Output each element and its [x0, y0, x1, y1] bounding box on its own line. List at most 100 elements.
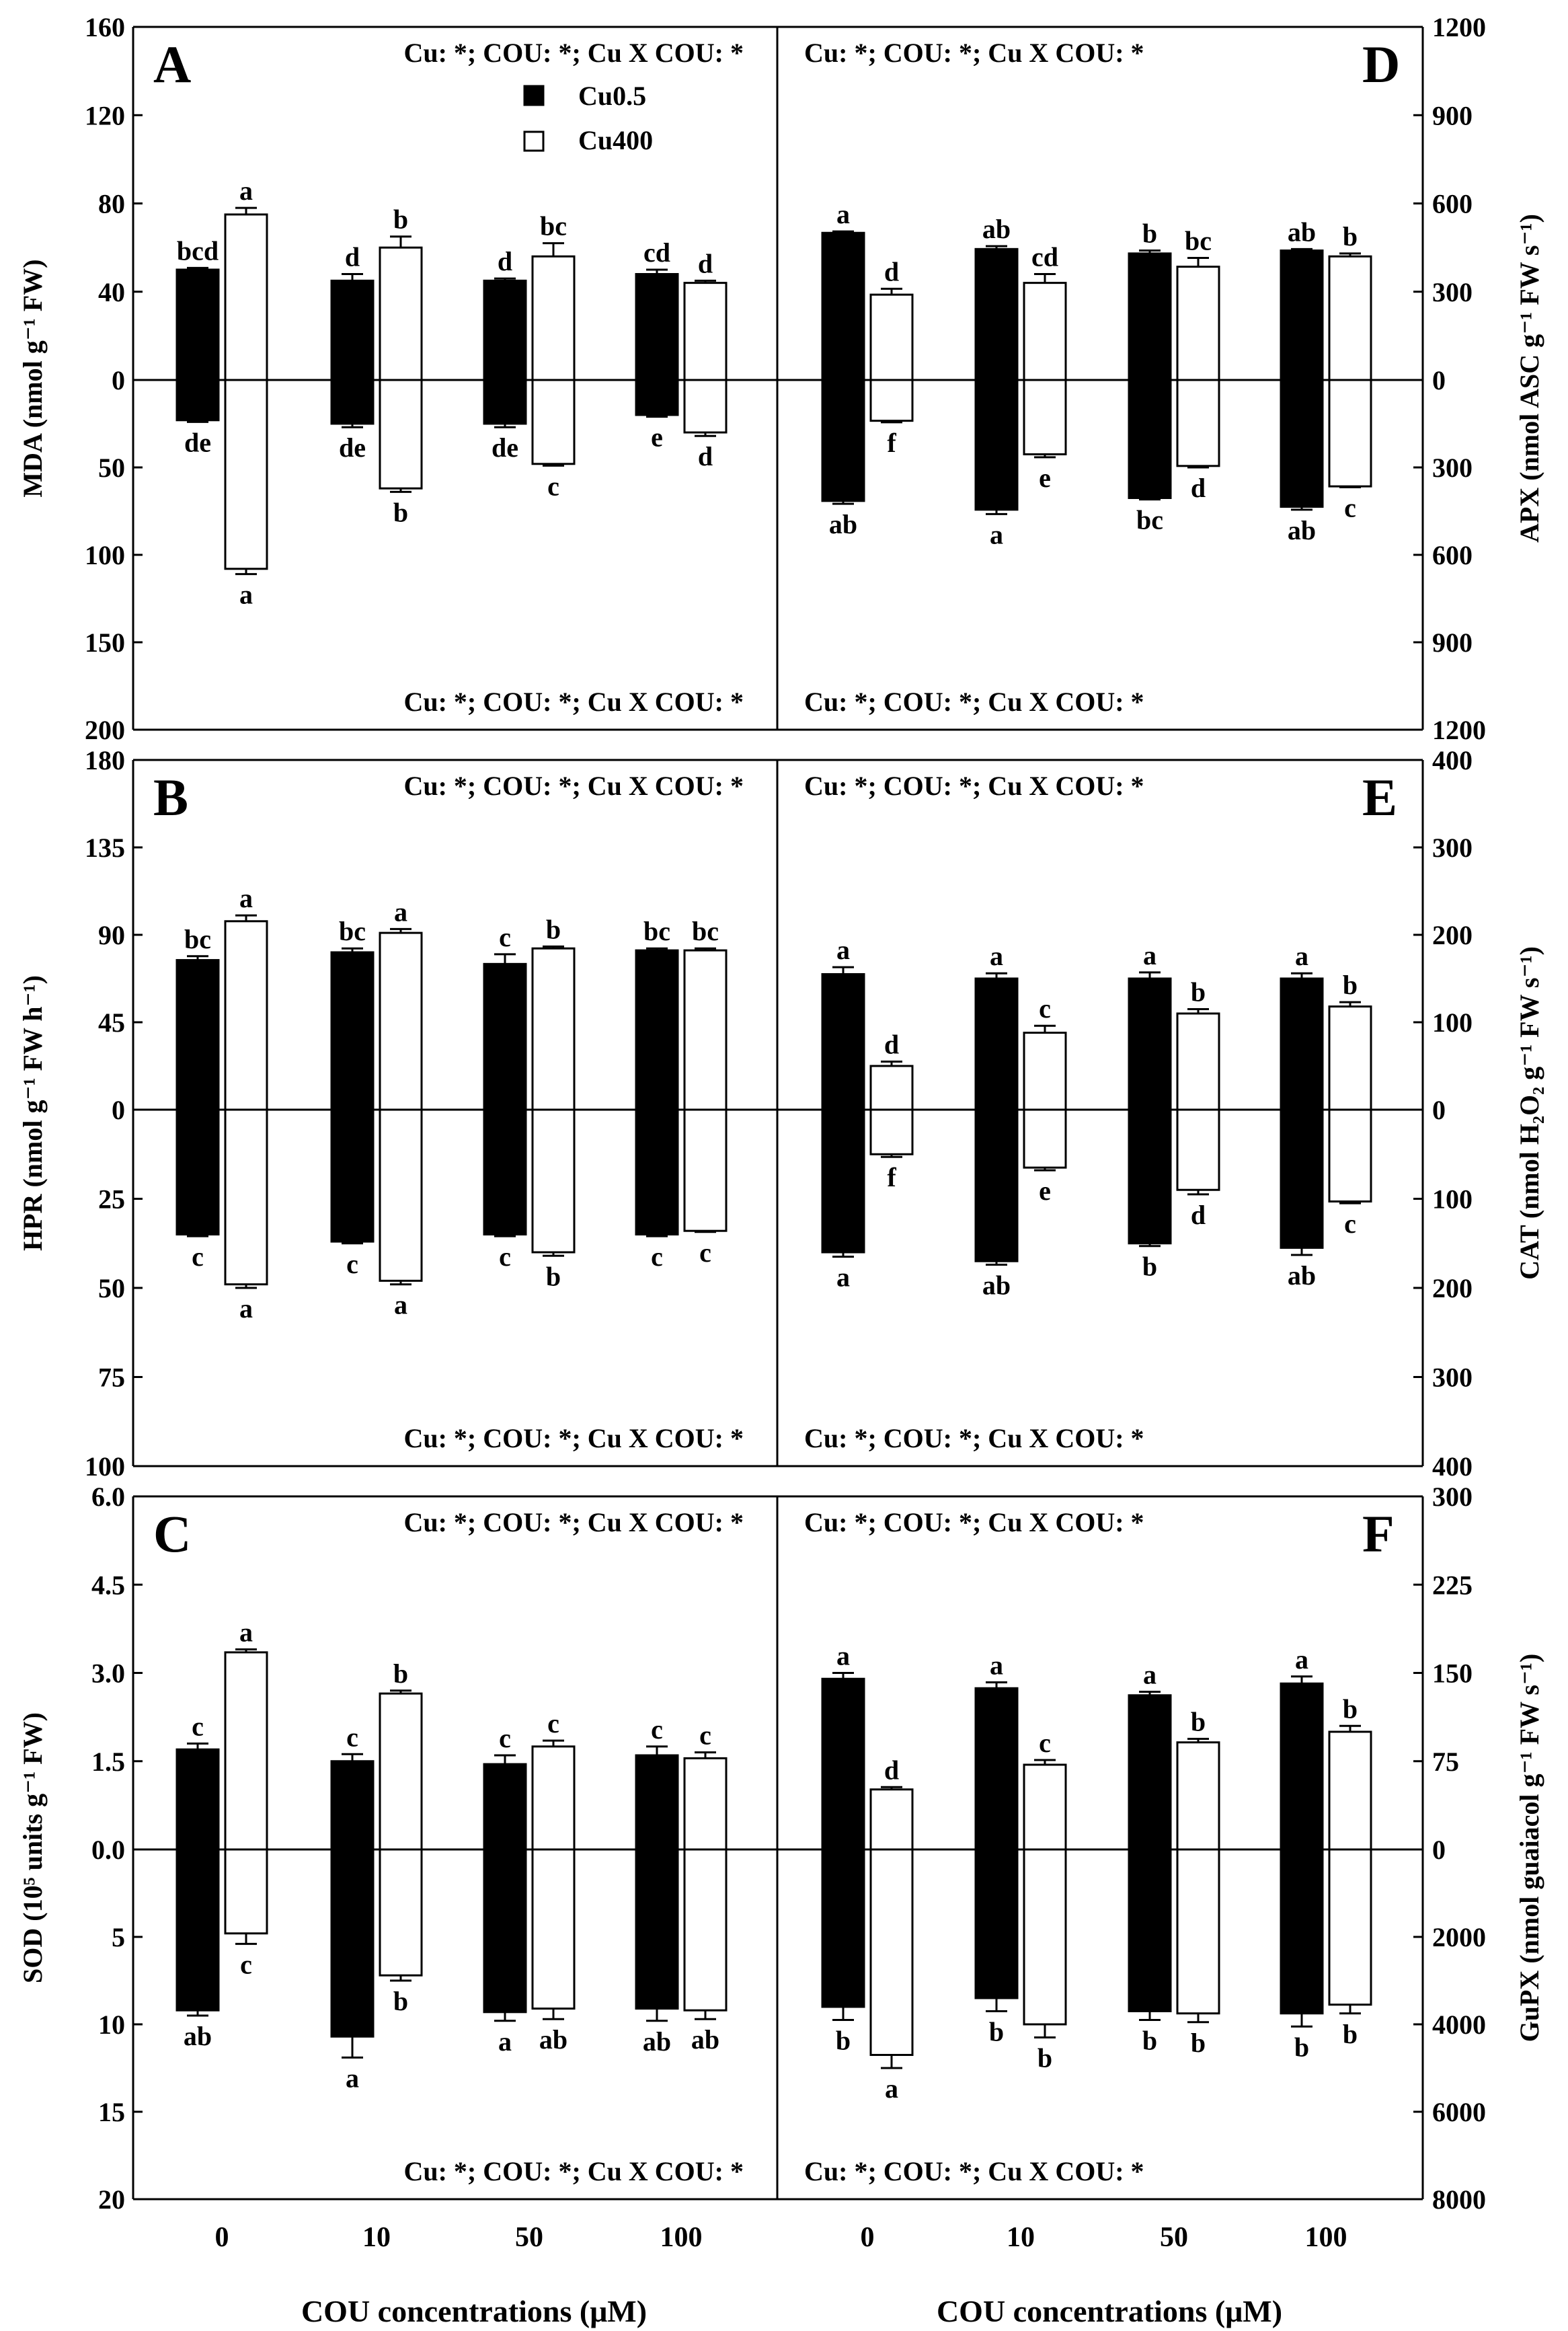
y-tick-label: 4.5 — [91, 1570, 125, 1600]
bar-bottom-cu05-cou-10 — [330, 379, 375, 425]
sig-letter-bottom: b — [393, 1986, 408, 2016]
sig-letter-top: a — [990, 941, 1003, 971]
sig-letter-bottom: ab — [643, 2026, 671, 2057]
sig-letter-bottom: a — [394, 1290, 407, 1320]
bar-top-cu05-cou-50 — [1128, 252, 1172, 381]
sig-letter-top: a — [1143, 1660, 1157, 1690]
bar-top-cu400-cou-100 — [683, 949, 728, 1111]
panel-c: 0.0 1.5 3.0 4.5 6.0 5 10 15 20 SOD (10⁵ units g⁻¹… — [17, 1482, 777, 2253]
bar-bottom-cu400-cou-0 — [869, 1848, 914, 2056]
bar-bottom-cu400-cou-0 — [224, 1848, 268, 1935]
sig-letter-top: a — [836, 935, 850, 965]
sig-letter-bottom: a — [239, 580, 253, 610]
bar-bottom-cu05-cou-10 — [330, 1848, 375, 2038]
sig-letter-bottom: a — [836, 1262, 850, 1293]
bar-top-cu400-cou-0 — [869, 293, 914, 381]
bar-bottom-cu400-cou-10 — [1023, 1108, 1067, 1169]
bar-top-cu400-cou-10 — [379, 1692, 423, 1851]
bar-bottom-cu400-cou-0 — [224, 1108, 268, 1286]
y-tick-label: 100 — [1432, 1184, 1473, 1215]
sig-letter-top: c — [346, 1722, 358, 1752]
y-tick-label: 40 — [98, 277, 125, 307]
bar-top-cu05-cou-0 — [175, 1748, 220, 1851]
sig-letter-bottom: ab — [691, 2024, 719, 2055]
sig-letter-top: a — [239, 1617, 253, 1648]
x-tick-label: 100 — [660, 2222, 703, 2253]
y-tick-label: 100 — [1432, 1007, 1473, 1038]
bar-bottom-cu400-cou-100 — [683, 1848, 728, 2012]
bar-top-cu05-cou-10 — [974, 247, 1019, 381]
sig-letter-top: b — [1343, 221, 1358, 252]
panel-letter: D — [1362, 35, 1400, 93]
sig-letter-bottom: c — [699, 1237, 711, 1268]
sig-letter-top: a — [1295, 941, 1308, 971]
y-tick-label: 6000 — [1432, 2097, 1486, 2127]
bar-bottom-cu400-cou-10 — [1023, 379, 1067, 455]
y-tick-label: 20 — [98, 2184, 125, 2215]
y-tick-label: 200 — [85, 715, 125, 745]
sig-letter-bottom: c — [547, 471, 559, 501]
sig-letter-top: a — [836, 1641, 850, 1671]
y-tick-label: 0 — [1432, 1835, 1446, 1865]
bar-top-cu05-cou-0 — [821, 973, 865, 1111]
sig-letter-top: d — [498, 246, 512, 276]
y-tick-label: 4000 — [1432, 2010, 1486, 2040]
legend-label-cu05: Cu0.5 — [578, 81, 646, 111]
sig-letter-bottom: c — [346, 1249, 358, 1279]
x-tick-label: 0 — [215, 2222, 229, 2253]
sig-letter-bottom: d — [1191, 1200, 1206, 1230]
bar-top-cu400-cou-10 — [1023, 1763, 1067, 1851]
bar-bottom-cu05-cou-50 — [1128, 379, 1172, 499]
sig-letter-bottom: e — [1039, 463, 1051, 493]
x-tick-label: 50 — [515, 2222, 543, 2253]
sig-letter-bottom: de — [492, 432, 518, 463]
sig-letter-bottom: b — [1191, 2028, 1206, 2058]
sig-letter-bottom: a — [885, 2073, 898, 2104]
bar-bottom-cu05-cou-100 — [1280, 1108, 1324, 1249]
sig-letter-bottom: b — [1294, 2032, 1309, 2062]
bar-top-cu05-cou-10 — [974, 977, 1019, 1111]
sig-letter-top: bc — [540, 211, 567, 241]
sig-letter-bottom: ab — [184, 2021, 212, 2051]
y-tick-label: 25 — [98, 1184, 125, 1215]
sig-letter-top: a — [239, 883, 253, 913]
panel-d: 0 300 600 900 1200 300 600 900 1200 APX (nmol ASC… — [776, 12, 1544, 745]
sig-letter-bottom: f — [887, 1162, 896, 1192]
bar-top-cu400-cou-0 — [224, 1651, 268, 1851]
y-tick-label: 300 — [1432, 1482, 1473, 1512]
sig-letter-top: a — [239, 176, 253, 206]
y-tick-label: 200 — [1432, 1273, 1473, 1303]
y-tick-label: 0 — [1432, 1095, 1446, 1125]
panel-letter: A — [153, 35, 191, 93]
panel-letter: C — [153, 1504, 191, 1563]
bar-top-cu400-cou-0 — [869, 1065, 914, 1111]
bar-top-cu05-cou-0 — [821, 1677, 865, 1851]
bar-bottom-cu05-cou-100 — [635, 1108, 679, 1235]
bar-top-cu400-cou-10 — [379, 246, 423, 381]
sig-letter-top: ab — [1288, 217, 1316, 247]
y-tick-label: 80 — [98, 189, 125, 219]
bar-bottom-cu400-cou-10 — [379, 1108, 423, 1282]
bar-top-cu400-cou-50 — [531, 1745, 576, 1851]
bar-bottom-cu05-cou-50 — [483, 1108, 527, 1235]
y-tick-label: 600 — [1432, 189, 1473, 219]
y-tick-label: 45 — [98, 1007, 125, 1038]
sig-letter-bottom: c — [192, 1241, 204, 1272]
sig-letter-bottom: de — [184, 427, 211, 457]
bar-bottom-cu400-cou-100 — [1328, 1108, 1372, 1202]
y-tick-label: 400 — [1432, 745, 1473, 775]
bar-top-cu400-cou-0 — [224, 920, 268, 1111]
sig-letter-top: c — [192, 1712, 204, 1742]
bar-bottom-cu05-cou-100 — [1280, 1848, 1324, 2015]
bar-bottom-cu05-cou-0 — [175, 1848, 220, 2012]
y-tick-label: 135 — [85, 833, 125, 863]
panel-letter: F — [1362, 1504, 1395, 1563]
y-tick-label: 600 — [1432, 540, 1473, 570]
bar-bottom-cu400-cou-50 — [531, 1848, 576, 2010]
sig-letter-top: bc — [339, 916, 366, 946]
y-tick-label: 50 — [98, 453, 125, 483]
legend-swatch-cu05 — [523, 85, 545, 106]
panel-f: 0 75 150 225 300 2000 4000 6000 8000 GuPX (nmol g… — [776, 1482, 1544, 2253]
stats-annotation-top: Cu: *; COU: *; Cu X COU: * — [403, 38, 744, 68]
sig-letter-bottom: a — [498, 2026, 512, 2057]
